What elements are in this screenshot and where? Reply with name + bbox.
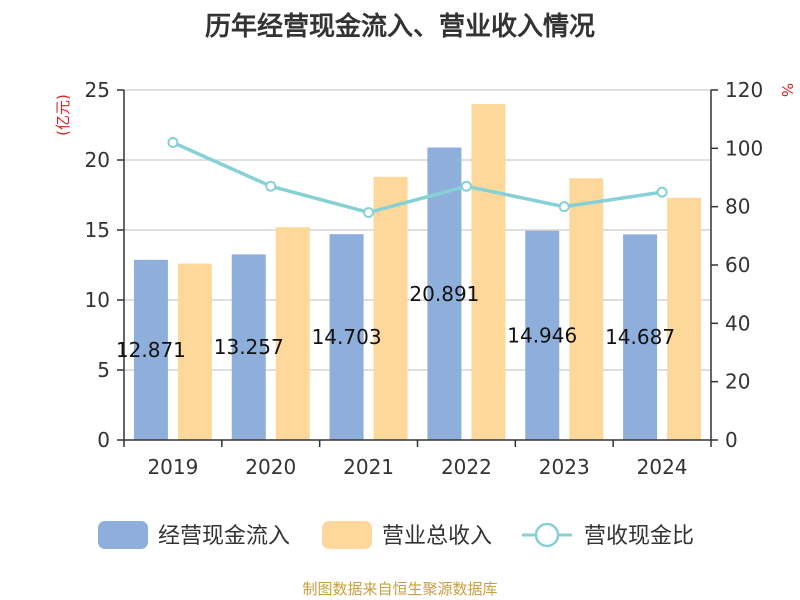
y-right-tick-label: 120 — [725, 78, 763, 102]
bar-revenue — [471, 104, 506, 440]
legend-swatch — [98, 521, 148, 549]
y-right-tick-label: 80 — [725, 195, 750, 219]
axes-layer: 0 5 10 15 20 25 0 20 40 60 80 100 120 2019 2020 2021 202… — [54, 78, 796, 479]
legend-marker — [534, 522, 560, 548]
legend-label: 经营现金流入 — [158, 524, 290, 549]
bar-cash-inflow — [329, 234, 364, 440]
line-point — [656, 186, 668, 198]
y-left-tick-label: 10 — [85, 288, 110, 312]
bar-data-label: 13.257 — [214, 335, 284, 359]
y-right-tick-label: 60 — [725, 253, 750, 277]
legend-label: 营业总收入 — [382, 524, 492, 549]
y-right-tick-label: 0 — [725, 428, 738, 452]
bar-revenue — [177, 263, 212, 440]
bar-data-label: 20.891 — [409, 282, 479, 306]
y-left-tick-label: 5 — [97, 358, 110, 382]
bar-data-label: 14.946 — [507, 323, 577, 347]
grid-layer — [124, 89, 711, 371]
bars-layer — [133, 104, 702, 441]
y-right-tick-label: 100 — [725, 136, 763, 160]
line-point — [460, 180, 472, 192]
y-right-tick-label: 20 — [725, 370, 750, 394]
y-right-tick-label: 40 — [725, 311, 750, 335]
bar-cash-inflow — [133, 259, 168, 440]
chart-title: 历年经营现金流入、营业收入情况 — [204, 12, 595, 42]
bar-revenue — [373, 176, 408, 441]
legend-swatch — [322, 521, 372, 549]
line-point — [265, 180, 277, 192]
labels-layer: 12.871 13.257 14.703 20.891 14.946 14.687 — [116, 282, 675, 362]
x-tick-label: 2021 — [343, 455, 394, 479]
bar-cash-inflow — [623, 234, 658, 440]
legend-layer: 经营现金流入 营业总收入 营收现金比 — [98, 521, 694, 549]
y-left-tick-label: 20 — [85, 148, 110, 172]
x-tick-label: 2019 — [147, 455, 198, 479]
x-tick-label: 2020 — [245, 455, 296, 479]
bar-data-label: 14.703 — [312, 325, 382, 349]
line-point — [558, 201, 570, 213]
bar-revenue — [569, 178, 604, 440]
y-right-unit-label: % — [778, 83, 796, 97]
line-point — [167, 137, 179, 148]
line-series — [172, 140, 663, 215]
line-layer — [167, 137, 668, 218]
bar-cash-inflow — [525, 230, 560, 440]
bar-cash-inflow — [231, 254, 266, 440]
bar-revenue — [275, 227, 310, 440]
bar-data-label: 12.871 — [116, 338, 186, 362]
x-tick-label: 2022 — [441, 455, 492, 479]
y-left-tick-label: 25 — [85, 78, 110, 102]
y-left-unit-label: (亿元) — [54, 94, 72, 136]
source-text: 制图数据来自恒生聚源数据库 — [302, 580, 498, 598]
bar-revenue — [667, 197, 702, 440]
y-left-tick-label: 15 — [85, 218, 110, 242]
x-tick-label: 2024 — [637, 455, 688, 479]
legend-label: 营收现金比 — [584, 524, 694, 549]
line-point — [363, 207, 375, 218]
x-tick-label: 2023 — [539, 455, 590, 479]
bar-data-label: 14.687 — [605, 325, 675, 349]
y-left-tick-label: 0 — [97, 428, 110, 452]
